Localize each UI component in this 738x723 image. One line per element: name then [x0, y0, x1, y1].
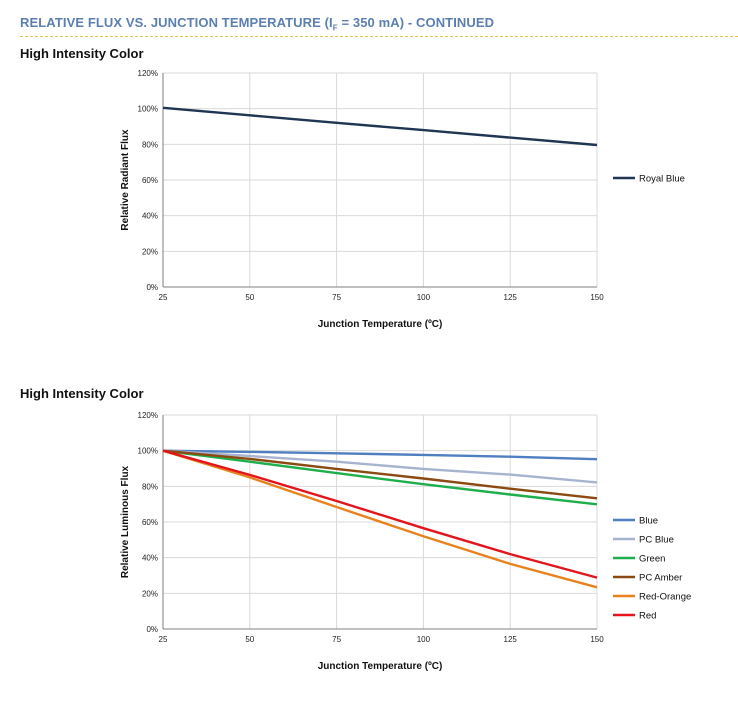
x-axis-label: Junction Temperature (ºC)	[318, 319, 443, 330]
legend-label: Royal Blue	[639, 174, 685, 185]
y-tick-label: 0%	[146, 283, 158, 292]
x-tick-label: 75	[332, 293, 341, 302]
page-header: RELATIVE FLUX VS. JUNCTION TEMPERATURE (…	[20, 14, 738, 37]
x-tick-label: 100	[417, 293, 431, 302]
radiant-flux-chart: 0% 20% 40% 60% 80% 100% 120% 25 50 75 100 125 150 Jun…	[120, 69, 685, 330]
series-line-pc-blue	[162, 449, 598, 484]
y-axis-label: Relative Luminous Flux	[120, 465, 131, 578]
x-tick-label: 50	[245, 293, 254, 302]
y-tick-label: 120%	[138, 411, 158, 420]
series-line-royal-blue	[162, 106, 598, 147]
y-tick-label: 120%	[138, 69, 158, 78]
y-tick-label: 60%	[142, 176, 158, 185]
legend-label: Red	[639, 611, 656, 622]
page-title: RELATIVE FLUX VS. JUNCTION TEMPERATURE (…	[20, 15, 495, 33]
y-tick-label: 80%	[142, 140, 158, 149]
y-tick-label: 40%	[142, 554, 158, 563]
y-tick-label: 80%	[142, 482, 158, 491]
chart-1-title: High Intensity Color	[20, 46, 144, 61]
legend-label: Blue	[639, 516, 658, 527]
x-axis-label: Junction Temperature (ºC)	[318, 661, 443, 672]
y-tick-label: 20%	[142, 247, 158, 256]
y-tick-label: 60%	[142, 518, 158, 527]
y-axis-label: Relative Radiant Flux	[120, 129, 131, 231]
y-tick-label: 100%	[138, 447, 158, 456]
x-tick-label: 50	[245, 635, 254, 644]
legend-label: PC Blue	[639, 535, 674, 546]
y-tick-label: 40%	[142, 212, 158, 221]
legend-label: PC Amber	[639, 573, 682, 584]
y-tick-label: 0%	[146, 625, 158, 634]
series-line-red	[162, 449, 598, 579]
y-tick-label: 100%	[138, 105, 158, 114]
x-tick-label: 25	[159, 293, 168, 302]
series-line-pc-amber	[162, 449, 598, 500]
x-tick-label: 125	[504, 635, 518, 644]
x-tick-label: 150	[590, 635, 604, 644]
y-tick-label: 20%	[142, 589, 158, 598]
x-tick-label: 150	[590, 293, 604, 302]
x-tick-label: 25	[159, 635, 168, 644]
x-tick-label: 125	[504, 293, 518, 302]
series-line-blue	[162, 449, 598, 461]
series-line-green	[162, 449, 598, 506]
luminous-flux-chart: 0% 20% 40% 60% 80% 100% 120% 25 50 75 100 125 150 Jun…	[120, 411, 691, 672]
x-tick-label: 100	[417, 635, 431, 644]
x-tick-label: 75	[332, 635, 341, 644]
legend-label: Red-Orange	[639, 592, 691, 603]
chart-2-title: High Intensity Color	[20, 386, 144, 401]
series-line-red-orange	[162, 449, 598, 589]
legend-label: Green	[639, 554, 665, 565]
